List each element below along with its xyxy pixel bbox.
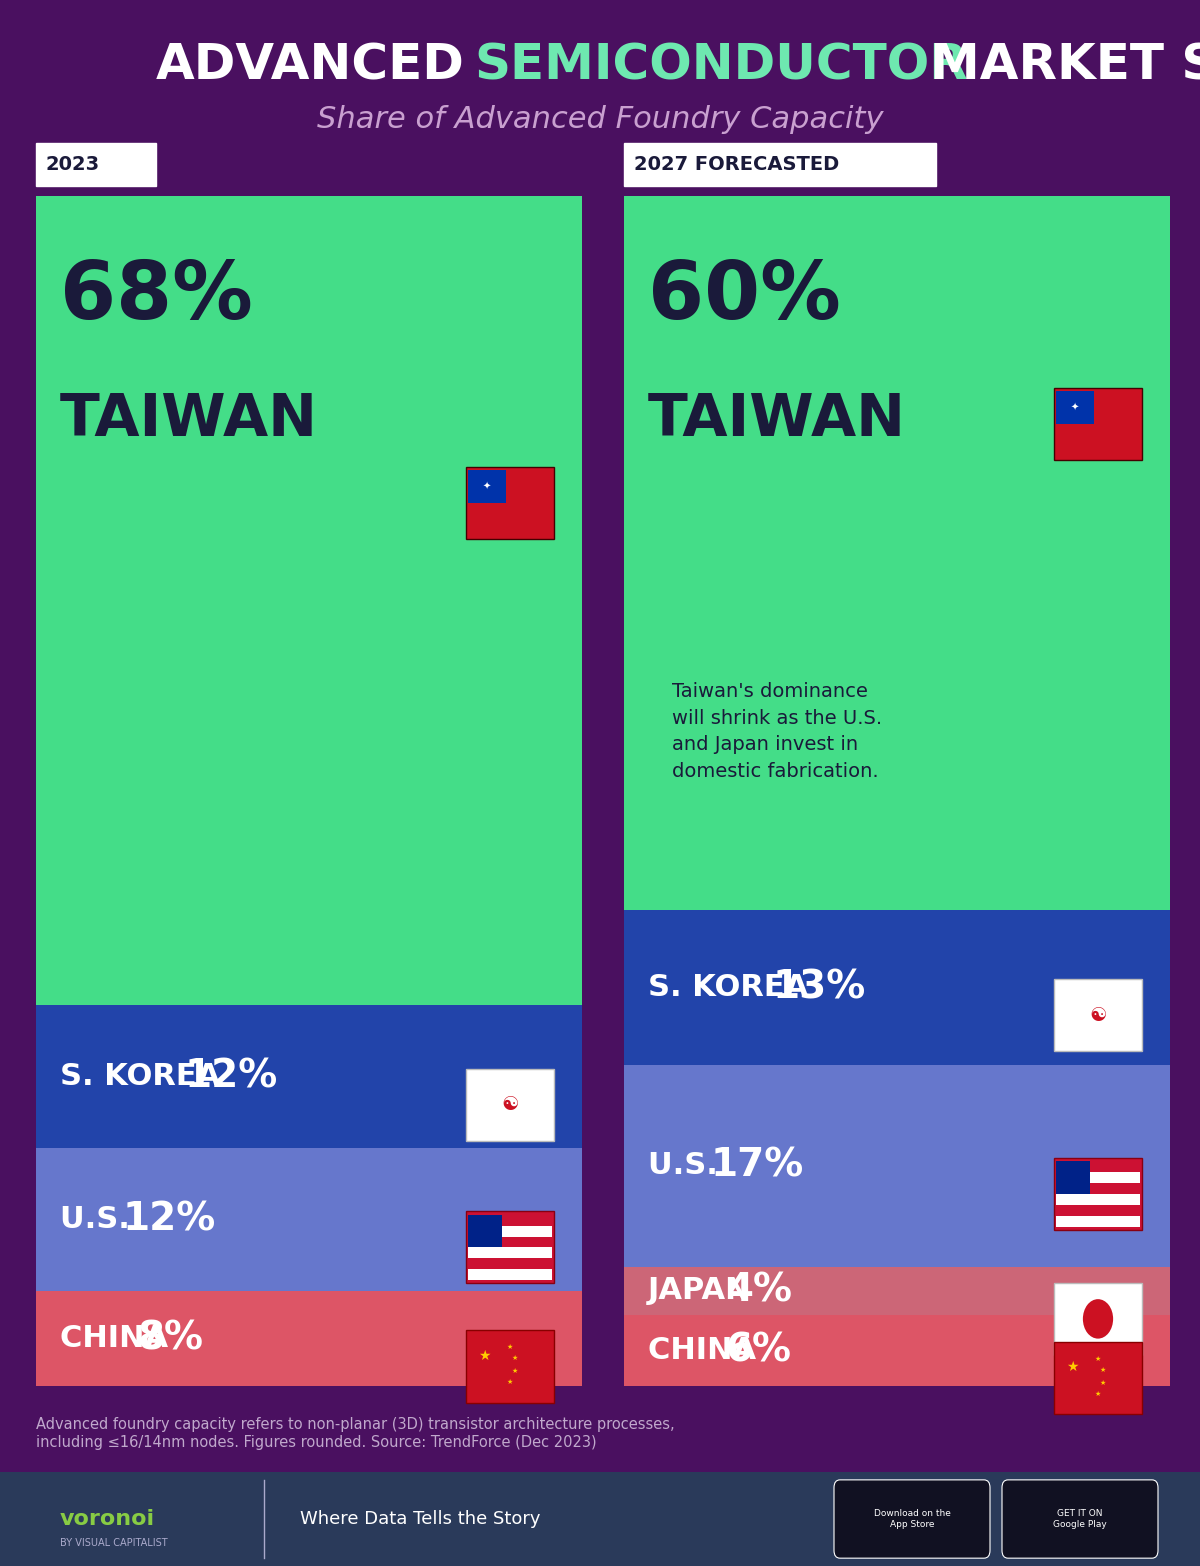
Text: 12%: 12% bbox=[122, 1200, 216, 1239]
Text: Share of Advanced Foundry Capacity: Share of Advanced Foundry Capacity bbox=[317, 105, 883, 133]
Text: U.S.: U.S. bbox=[648, 1151, 728, 1181]
FancyBboxPatch shape bbox=[624, 1065, 1170, 1267]
FancyBboxPatch shape bbox=[466, 1212, 554, 1284]
FancyBboxPatch shape bbox=[1054, 1342, 1142, 1414]
Text: TAIWAN: TAIWAN bbox=[648, 392, 906, 448]
Text: ✦: ✦ bbox=[1070, 402, 1079, 413]
Text: S. KOREA: S. KOREA bbox=[648, 972, 818, 1002]
Bar bbox=[1056, 1160, 1090, 1193]
FancyBboxPatch shape bbox=[466, 1331, 554, 1403]
Text: ★: ★ bbox=[1099, 1380, 1105, 1386]
Text: ★: ★ bbox=[1094, 1391, 1102, 1397]
FancyBboxPatch shape bbox=[624, 196, 1170, 910]
FancyBboxPatch shape bbox=[624, 143, 936, 185]
FancyBboxPatch shape bbox=[624, 1267, 1170, 1314]
FancyBboxPatch shape bbox=[36, 196, 582, 1005]
Text: 4%: 4% bbox=[726, 1272, 792, 1309]
Text: 12%: 12% bbox=[185, 1057, 278, 1096]
Text: TAIWAN: TAIWAN bbox=[60, 392, 318, 448]
Circle shape bbox=[1082, 1300, 1114, 1339]
FancyBboxPatch shape bbox=[1002, 1480, 1158, 1558]
FancyBboxPatch shape bbox=[466, 467, 554, 539]
Text: ★: ★ bbox=[1094, 1356, 1102, 1362]
Text: Advanced foundry capacity refers to non-planar (3D) transistor architecture proc: Advanced foundry capacity refers to non-… bbox=[36, 1417, 674, 1450]
FancyBboxPatch shape bbox=[1054, 388, 1142, 460]
Bar bbox=[468, 1259, 552, 1270]
Bar bbox=[1056, 1182, 1140, 1193]
Text: SEMICONDUCTOR: SEMICONDUCTOR bbox=[474, 42, 967, 89]
Text: 2027 FORECASTED: 2027 FORECASTED bbox=[634, 155, 839, 174]
FancyBboxPatch shape bbox=[36, 1290, 582, 1386]
FancyBboxPatch shape bbox=[624, 1314, 1170, 1386]
Bar bbox=[468, 1215, 552, 1226]
Text: ★: ★ bbox=[506, 1378, 514, 1384]
FancyBboxPatch shape bbox=[36, 143, 156, 185]
Text: ★: ★ bbox=[1099, 1367, 1105, 1373]
Text: Where Data Tells the Story: Where Data Tells the Story bbox=[300, 1510, 540, 1528]
Text: voronoi: voronoi bbox=[60, 1510, 155, 1528]
Text: S. KOREA: S. KOREA bbox=[60, 1062, 230, 1092]
Bar bbox=[1056, 1193, 1140, 1204]
FancyBboxPatch shape bbox=[834, 1480, 990, 1558]
Text: 6%: 6% bbox=[726, 1331, 792, 1369]
Bar bbox=[1056, 1171, 1140, 1182]
Text: ADVANCED  SEMICONDUCTOR  MARKET SHARE: ADVANCED SEMICONDUCTOR MARKET SHARE bbox=[0, 42, 1200, 89]
FancyBboxPatch shape bbox=[1054, 979, 1142, 1051]
Text: CHINA: CHINA bbox=[648, 1336, 767, 1364]
Text: 68%: 68% bbox=[60, 258, 253, 337]
Text: ★: ★ bbox=[511, 1355, 517, 1361]
FancyBboxPatch shape bbox=[1056, 392, 1094, 424]
Bar bbox=[468, 1215, 502, 1248]
FancyBboxPatch shape bbox=[624, 910, 1170, 1065]
Text: U.S.: U.S. bbox=[60, 1204, 140, 1234]
Text: MARKET SHARE: MARKET SHARE bbox=[930, 42, 1200, 89]
Bar bbox=[1056, 1204, 1140, 1215]
Bar bbox=[1056, 1160, 1140, 1171]
Text: JAPAN: JAPAN bbox=[648, 1276, 762, 1304]
Text: 17%: 17% bbox=[710, 1146, 804, 1185]
Bar bbox=[468, 1270, 552, 1281]
Text: 13%: 13% bbox=[773, 968, 866, 1007]
Text: BY VISUAL CAPITALIST: BY VISUAL CAPITALIST bbox=[60, 1538, 168, 1547]
FancyBboxPatch shape bbox=[36, 1148, 582, 1290]
Text: GET IT ON
Google Play: GET IT ON Google Play bbox=[1054, 1510, 1106, 1528]
Bar bbox=[468, 1248, 552, 1259]
FancyBboxPatch shape bbox=[1054, 1157, 1142, 1229]
Text: ★: ★ bbox=[479, 1348, 491, 1362]
Text: ☯: ☯ bbox=[1090, 1005, 1106, 1024]
Text: CHINA: CHINA bbox=[60, 1323, 179, 1353]
Text: 2023: 2023 bbox=[46, 155, 100, 174]
Text: ★: ★ bbox=[506, 1344, 514, 1350]
Text: ADVANCED: ADVANCED bbox=[156, 42, 464, 89]
FancyBboxPatch shape bbox=[466, 1068, 554, 1140]
FancyBboxPatch shape bbox=[36, 1005, 582, 1148]
Text: ★: ★ bbox=[511, 1367, 517, 1373]
Text: ☯: ☯ bbox=[502, 1095, 518, 1113]
Text: ✦: ✦ bbox=[482, 482, 491, 492]
FancyBboxPatch shape bbox=[0, 1472, 1200, 1566]
Text: 8%: 8% bbox=[138, 1319, 204, 1358]
Bar bbox=[468, 1226, 552, 1237]
Text: Download on the
App Store: Download on the App Store bbox=[874, 1510, 950, 1528]
FancyBboxPatch shape bbox=[1054, 1283, 1142, 1355]
Bar bbox=[468, 1237, 552, 1248]
Text: Taiwan's dominance
will shrink as the U.S.
and Japan invest in
domestic fabricat: Taiwan's dominance will shrink as the U.… bbox=[672, 683, 882, 780]
Text: 60%: 60% bbox=[648, 258, 841, 337]
Text: ★: ★ bbox=[1067, 1361, 1079, 1375]
FancyBboxPatch shape bbox=[468, 470, 506, 503]
Bar bbox=[1056, 1215, 1140, 1226]
